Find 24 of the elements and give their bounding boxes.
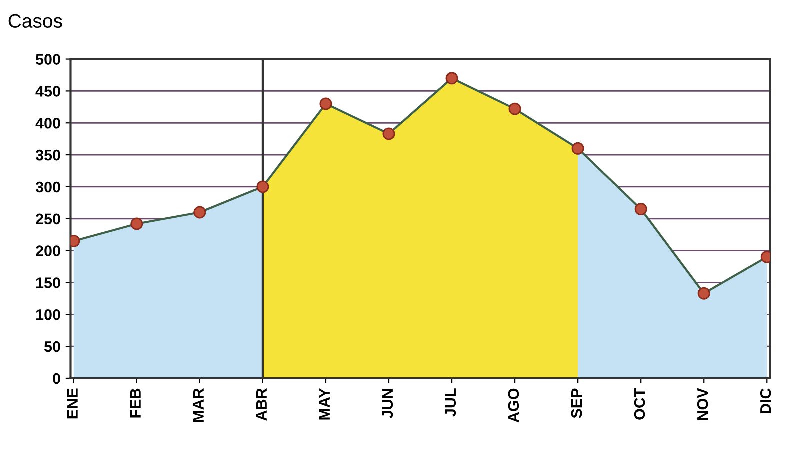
y-tick-label: 250 xyxy=(36,214,60,225)
x-tick-label: AGO xyxy=(508,388,520,423)
x-tick-label: SEP xyxy=(571,388,582,418)
y-tick-label: 500 xyxy=(36,54,60,65)
y-tick-label: 300 xyxy=(36,182,60,193)
x-tick-label: DIC xyxy=(760,388,772,414)
x-tick-label: JUN xyxy=(382,389,394,419)
x-tick-label: FEB xyxy=(130,388,141,418)
y-tick-label: 450 xyxy=(36,86,60,97)
x-tick-label: JUL xyxy=(445,388,456,417)
x-tick-label: ABR xyxy=(256,388,267,421)
x-tick-label: NOV xyxy=(697,388,708,420)
y-tick-label: 350 xyxy=(36,150,60,161)
y-axis-title: Casos xyxy=(8,14,62,28)
y-tick-label: 50 xyxy=(44,341,60,352)
y-tick-label: 100 xyxy=(36,310,60,320)
y-tick-label: 150 xyxy=(36,278,60,288)
x-tick-label: MAY xyxy=(319,388,330,420)
y-tick-label: 0 xyxy=(53,373,60,384)
y-tick-label: 200 xyxy=(36,246,60,256)
x-tick-label: OCT xyxy=(634,388,646,420)
y-tick-label: 400 xyxy=(36,118,60,129)
x-tick-label: MAR xyxy=(193,388,204,422)
x-tick-label: ENE xyxy=(67,388,78,419)
